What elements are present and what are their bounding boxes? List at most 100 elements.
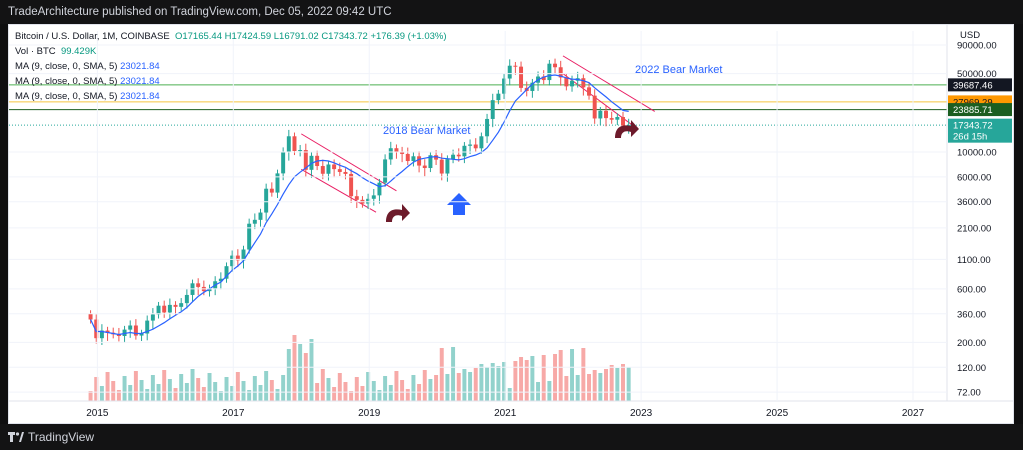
candle-body	[247, 223, 252, 250]
volume-bar	[564, 376, 569, 401]
candle-body	[292, 136, 297, 151]
volume-bar	[507, 388, 512, 401]
y-tick-label: 1100.00	[957, 255, 991, 266]
volume-bar	[292, 335, 297, 401]
price-label: 27969.29	[953, 97, 993, 108]
footer-brand: TradingView	[28, 430, 95, 444]
volume-bar	[128, 385, 133, 401]
volume-bar	[496, 366, 501, 401]
chart-canvas[interactable]: 2018 Bear Market 2022 Bear Market USD 90…	[9, 25, 1013, 423]
candles	[88, 58, 631, 345]
volume-bar	[88, 391, 93, 401]
candle-body	[139, 333, 144, 336]
curved-arrow-2018	[386, 204, 410, 222]
up-arrow-icon	[447, 193, 471, 215]
y-tick-label: 10000.00	[957, 147, 997, 158]
volume-bar	[258, 385, 263, 401]
candle-body	[496, 93, 501, 101]
candle-body	[587, 87, 592, 96]
price-label-box	[948, 118, 1012, 143]
annotation-2022-bear-market: 2022 Bear Market	[635, 64, 722, 76]
x-tick-label: 2027	[902, 408, 925, 419]
volume-bar	[434, 375, 439, 401]
y-tick-label: 600.00	[957, 284, 986, 295]
y-axis-ticks: 90000.00 50000.00 10000.00 6000.00 3600.00 21…	[9, 41, 997, 399]
trend-line	[562, 73, 639, 130]
candle-body	[326, 164, 331, 174]
candle-body	[485, 118, 490, 137]
chart-panel[interactable]: 2018 Bear Market 2022 Bear Market USD 90…	[8, 24, 1014, 424]
volume-bar	[354, 377, 359, 401]
candle-body	[428, 155, 433, 169]
candle-body	[519, 66, 524, 88]
candle-body	[592, 95, 597, 119]
candle-body	[184, 294, 189, 304]
candle-body	[451, 154, 456, 160]
candle-body	[479, 136, 484, 149]
candle-body	[320, 166, 325, 174]
candle-body	[473, 144, 478, 149]
volume-bar	[473, 368, 478, 401]
candle-body	[349, 173, 354, 197]
candle-body	[264, 188, 269, 213]
volume-bar	[167, 379, 172, 401]
volume-bar	[139, 380, 144, 401]
volume-bar	[122, 376, 127, 401]
volume-bar	[173, 388, 178, 401]
trend-line	[562, 55, 655, 112]
currency-label: USD	[960, 30, 980, 41]
candle-body	[581, 78, 586, 88]
volume-bar	[326, 378, 331, 401]
volume-bar	[468, 372, 473, 401]
publish-header: TradeArchitecture published on TradingVi…	[0, 0, 1023, 24]
volume-bar	[201, 387, 206, 401]
volume-bar	[575, 375, 580, 401]
candle-body	[371, 195, 376, 199]
y-tick-label: 90000.00	[957, 41, 997, 52]
volume-bar	[264, 371, 269, 401]
candle-body	[207, 288, 212, 292]
y-tick-label: 120.00	[957, 363, 986, 374]
candle-body	[411, 156, 416, 162]
legend-symbol: Bitcoin / U.S. Dollar, 1M, COINBASE	[15, 31, 170, 42]
y-tick-label: 3600.00	[957, 197, 991, 208]
candle-body	[196, 283, 201, 287]
volume-bar	[269, 380, 274, 401]
volume-bar	[530, 356, 535, 401]
legend-ma-row: MA (9, close, 0, SMA, 5) 23021.84	[15, 89, 447, 104]
volume-bar	[405, 389, 410, 401]
volume-bar	[553, 354, 558, 401]
candle-body	[122, 329, 127, 337]
candle-body	[621, 117, 625, 126]
candle-body	[468, 144, 473, 146]
legend-change: +176.39 (+1.03%)	[370, 31, 447, 42]
candle-body	[439, 159, 444, 174]
price-label-countdown: 26d 15h	[953, 132, 987, 143]
candle-body	[490, 100, 495, 119]
candle-body	[343, 171, 348, 174]
volume-bar	[524, 360, 529, 401]
candle-body	[88, 313, 93, 320]
candle-body	[564, 77, 569, 87]
candle-body	[94, 319, 99, 339]
candle-body	[400, 151, 405, 154]
candle-body	[530, 82, 535, 91]
tradingview-logo[interactable]: TradingView	[8, 430, 94, 444]
volume-bar	[230, 386, 235, 401]
volume-bar	[388, 385, 393, 401]
x-tick-label: 2021	[494, 408, 517, 419]
trend-line	[301, 133, 397, 192]
volume-bar	[179, 374, 184, 401]
y-tick-label: 6000.00	[957, 172, 991, 183]
volume-bar	[286, 349, 291, 401]
candle-body	[422, 165, 427, 169]
volume-bar	[111, 381, 116, 401]
candle-body	[462, 145, 467, 157]
candle-body	[167, 304, 172, 313]
volume-bar	[241, 381, 246, 401]
price-label-box	[948, 78, 1012, 92]
volume-bar	[349, 391, 354, 401]
candle-body	[258, 212, 263, 220]
candle-body	[394, 148, 399, 152]
